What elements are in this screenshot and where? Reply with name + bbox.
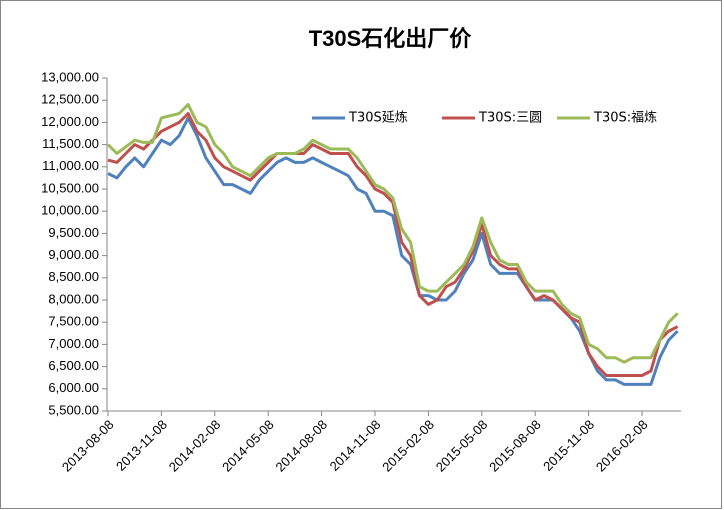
y-tick-label: 11,000.00 xyxy=(42,158,99,173)
y-tick-label: 8,000.00 xyxy=(48,291,99,306)
chart-title: T30S石化出厂价 xyxy=(309,26,473,51)
y-tick-label: 12,500.00 xyxy=(41,92,99,107)
y-tick-label: 9,500.00 xyxy=(48,225,99,240)
y-tick-label: 5,500.00 xyxy=(48,402,99,417)
series-line xyxy=(107,116,679,386)
legend-label: T30S延炼 xyxy=(348,111,408,126)
y-tick-label: 13,000.00 xyxy=(41,69,99,84)
y-tick-label: 6,000.00 xyxy=(48,380,99,395)
y-tick-label: 6,500.00 xyxy=(48,358,99,373)
y-tick-label: 11,500.00 xyxy=(42,136,99,151)
y-tick-label: 7,000.00 xyxy=(48,336,99,351)
y-tick-label: 10,500.00 xyxy=(41,180,99,195)
legend-label: T30S:三圆 xyxy=(478,111,542,126)
y-tick-label: 9,000.00 xyxy=(48,247,99,262)
y-tick-label: 7,500.00 xyxy=(48,314,99,329)
legend-label: T30S:福炼 xyxy=(593,111,657,126)
y-tick-label: 10,000.00 xyxy=(41,203,99,218)
series-line xyxy=(106,103,679,364)
y-tick-label: 8,500.00 xyxy=(48,269,99,284)
y-tick-label: 12,000.00 xyxy=(41,114,99,129)
